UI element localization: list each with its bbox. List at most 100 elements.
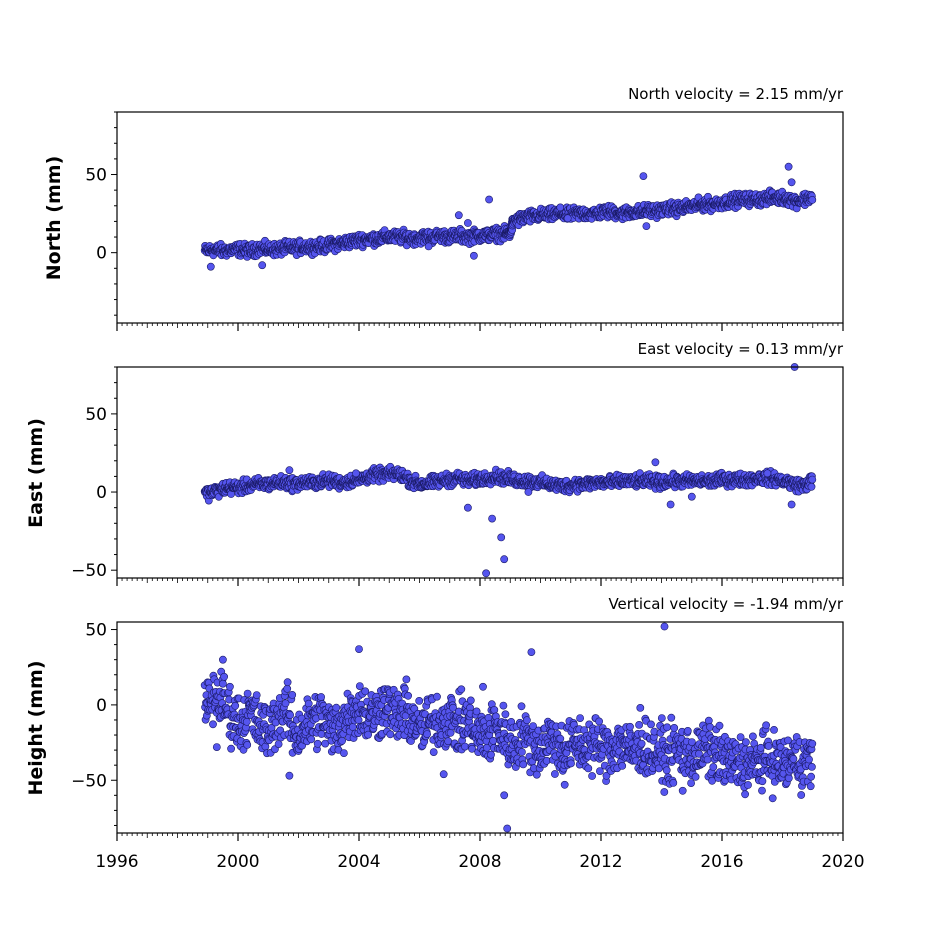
data-point (402, 675, 411, 684)
outlier-point (500, 555, 509, 564)
outlier-point (636, 704, 645, 712)
outlier-point (678, 786, 687, 795)
data-point (313, 739, 322, 748)
data-point (662, 766, 671, 775)
data-point (808, 763, 816, 771)
data-point (501, 710, 510, 719)
outlier-point (642, 222, 651, 230)
data-point (768, 794, 777, 803)
outlier-point (784, 162, 793, 171)
data-point (218, 679, 227, 688)
data-point (695, 749, 703, 758)
outlier-point (482, 569, 490, 578)
y-tick-label: 0 (96, 483, 107, 503)
data-point (472, 707, 481, 716)
data-point (354, 716, 363, 724)
outlier-point (285, 771, 294, 780)
data-point (742, 738, 750, 747)
data-point (670, 724, 679, 732)
data-point (789, 755, 798, 763)
data-point (551, 770, 559, 778)
data-point (749, 732, 757, 741)
data-point (227, 744, 235, 753)
data-point (805, 755, 813, 764)
data-point (487, 750, 495, 759)
data-point (304, 699, 313, 708)
data-point (317, 693, 325, 701)
data-point (660, 788, 669, 796)
data-point (595, 717, 603, 726)
data-point (756, 743, 765, 752)
data-point (797, 791, 806, 799)
data-point (404, 691, 412, 700)
data-point (715, 721, 724, 730)
outlier-point (560, 780, 569, 789)
outlier-point (666, 500, 675, 509)
data-point (252, 691, 261, 699)
data-point (466, 696, 475, 705)
outlier-point (479, 682, 487, 691)
outlier-point (500, 791, 509, 800)
data-point (242, 717, 251, 726)
outlier-point (485, 195, 493, 204)
outlier-point (639, 172, 648, 180)
data-point (669, 779, 678, 787)
data-point (307, 735, 316, 744)
data-point (490, 706, 499, 714)
data-point (807, 772, 815, 781)
height-ylabel: Height (mm) (25, 660, 47, 795)
vertical-velocity-title: Vertical velocity = -1.94 mm/yr (608, 595, 843, 613)
data-point (758, 777, 767, 786)
data-point (663, 723, 671, 732)
data-point (576, 714, 584, 722)
outlier-point (454, 211, 463, 220)
y-tick-label: 50 (85, 166, 107, 186)
data-point (225, 682, 234, 691)
y-tick-label: 0 (96, 244, 107, 264)
data-point (808, 475, 817, 484)
data-point (758, 786, 766, 795)
outlier-point (469, 251, 478, 260)
y-tick-label: 0 (96, 696, 107, 716)
east-velocity-title: East velocity = 0.13 mm/yr (638, 340, 844, 358)
y-tick-label: 50 (85, 405, 107, 425)
data-point (332, 703, 341, 712)
outlier-point (355, 645, 363, 653)
data-point (281, 699, 290, 708)
data-point (209, 720, 217, 729)
data-point (446, 728, 455, 737)
data-point (626, 722, 634, 731)
data-point (529, 722, 537, 730)
outlier-point (524, 488, 533, 496)
data-point (808, 195, 817, 204)
outlier-point (660, 622, 669, 631)
data-point (602, 771, 611, 780)
data-point (361, 687, 370, 696)
data-point (283, 684, 292, 693)
data-point (338, 736, 346, 745)
outlier-point (687, 492, 696, 501)
data-point (243, 741, 252, 749)
data-point (688, 738, 696, 746)
data-point (736, 733, 745, 741)
data-point (808, 739, 817, 748)
outlier-point (352, 469, 360, 478)
y-tick-label: −50 (71, 771, 107, 791)
data-point (231, 701, 240, 710)
data-point (532, 770, 541, 779)
data-point (286, 711, 294, 719)
height-panel: Vertical velocity = -1.94 mm/yr Height (… (25, 595, 865, 872)
outlier-point (463, 219, 472, 227)
data-point (588, 772, 596, 780)
data-point (423, 730, 431, 738)
data-point (499, 701, 508, 710)
data-point (429, 748, 438, 756)
outlier-point (258, 261, 267, 270)
data-point (433, 692, 441, 701)
data-point (517, 702, 526, 711)
data-point (687, 779, 695, 787)
data-point (764, 742, 773, 750)
data-point (556, 734, 565, 743)
points-group (200, 622, 817, 833)
